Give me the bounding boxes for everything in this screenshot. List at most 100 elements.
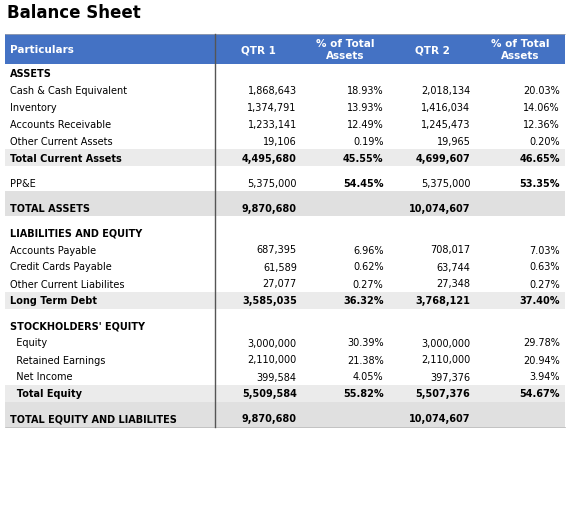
- Text: 12.49%: 12.49%: [347, 119, 384, 129]
- Bar: [5, 317, 565, 334]
- Text: 6.96%: 6.96%: [353, 245, 384, 255]
- Text: 10,074,607: 10,074,607: [409, 203, 470, 213]
- Text: 1,416,034: 1,416,034: [421, 103, 470, 112]
- Bar: [5, 241, 565, 259]
- Text: 3,585,035: 3,585,035: [242, 296, 297, 306]
- Text: Accounts Payable: Accounts Payable: [10, 245, 96, 255]
- Bar: [5, 410, 565, 427]
- Text: Inventory: Inventory: [10, 103, 56, 112]
- Text: 13.93%: 13.93%: [347, 103, 384, 112]
- Text: Total Equity: Total Equity: [10, 389, 82, 399]
- Text: Particulars: Particulars: [10, 45, 74, 55]
- Text: 9,870,680: 9,870,680: [242, 203, 297, 213]
- Bar: [5, 225, 565, 241]
- Bar: [5, 334, 565, 351]
- Text: 4,699,607: 4,699,607: [416, 153, 470, 163]
- Text: QTR 2: QTR 2: [414, 45, 449, 55]
- Text: ASSETS: ASSETS: [10, 68, 52, 78]
- Bar: [5, 217, 565, 225]
- Text: 4,495,680: 4,495,680: [242, 153, 297, 163]
- Text: 27,077: 27,077: [263, 279, 297, 289]
- Bar: [5, 99, 565, 116]
- Text: 397,376: 397,376: [430, 372, 470, 382]
- Text: Other Current Liabilites: Other Current Liabilites: [10, 279, 124, 289]
- Text: 1,245,473: 1,245,473: [421, 119, 470, 129]
- Text: Retained Earnings: Retained Earnings: [10, 355, 105, 365]
- Bar: [5, 35, 565, 65]
- Text: 3,000,000: 3,000,000: [248, 338, 297, 348]
- Text: 0.19%: 0.19%: [353, 136, 384, 146]
- Text: 399,584: 399,584: [257, 372, 297, 382]
- Text: TOTAL EQUITY AND LIABILITES: TOTAL EQUITY AND LIABILITES: [10, 414, 177, 424]
- Bar: [5, 149, 565, 167]
- Text: 708,017: 708,017: [430, 245, 470, 255]
- Text: QTR 1: QTR 1: [241, 45, 276, 55]
- Text: 54.45%: 54.45%: [343, 178, 384, 188]
- Text: 3,000,000: 3,000,000: [421, 338, 470, 348]
- Bar: [5, 385, 565, 402]
- Text: 14.06%: 14.06%: [523, 103, 560, 112]
- Bar: [5, 292, 565, 310]
- Text: 2,110,000: 2,110,000: [421, 355, 470, 365]
- Text: LIABILITIES AND EQUITY: LIABILITIES AND EQUITY: [10, 228, 142, 238]
- Text: 37.40%: 37.40%: [519, 296, 560, 306]
- Text: Accounts Receivable: Accounts Receivable: [10, 119, 111, 129]
- Text: 1,233,141: 1,233,141: [247, 119, 297, 129]
- Text: 19,106: 19,106: [263, 136, 297, 146]
- Bar: [5, 275, 565, 292]
- Text: 30.39%: 30.39%: [347, 338, 384, 348]
- Bar: [5, 175, 565, 191]
- Text: 45.55%: 45.55%: [343, 153, 384, 163]
- Text: 7.03%: 7.03%: [530, 245, 560, 255]
- Text: 5,375,000: 5,375,000: [247, 178, 297, 188]
- Text: 27,348: 27,348: [437, 279, 470, 289]
- Text: 5,375,000: 5,375,000: [421, 178, 470, 188]
- Bar: [5, 199, 565, 217]
- Text: TOTAL ASSETS: TOTAL ASSETS: [10, 203, 90, 213]
- Bar: [5, 82, 565, 99]
- Text: 46.65%: 46.65%: [519, 153, 560, 163]
- Text: PP&E: PP&E: [10, 178, 36, 188]
- Bar: [5, 191, 565, 199]
- Text: % of Total
Assets: % of Total Assets: [316, 39, 374, 61]
- Bar: [5, 167, 565, 175]
- Text: 2,110,000: 2,110,000: [247, 355, 297, 365]
- Text: Cash & Cash Equivalent: Cash & Cash Equivalent: [10, 85, 127, 95]
- Text: 20.94%: 20.94%: [523, 355, 560, 365]
- Bar: [5, 259, 565, 275]
- Text: Other Current Assets: Other Current Assets: [10, 136, 113, 146]
- Bar: [5, 402, 565, 410]
- Text: STOCKHOLDERS' EQUITY: STOCKHOLDERS' EQUITY: [10, 321, 145, 331]
- Text: 53.35%: 53.35%: [519, 178, 560, 188]
- Text: 1,374,791: 1,374,791: [247, 103, 297, 112]
- Text: Credit Cards Payable: Credit Cards Payable: [10, 262, 112, 272]
- Bar: [5, 65, 565, 82]
- Text: 5,509,584: 5,509,584: [242, 389, 297, 399]
- Text: 0.20%: 0.20%: [530, 136, 560, 146]
- Text: 20.03%: 20.03%: [523, 85, 560, 95]
- Text: Total Current Assets: Total Current Assets: [10, 153, 122, 163]
- Text: Equity: Equity: [10, 338, 47, 348]
- Text: 2,018,134: 2,018,134: [421, 85, 470, 95]
- Text: 36.32%: 36.32%: [343, 296, 384, 306]
- Text: 10,074,607: 10,074,607: [409, 414, 470, 424]
- Text: 1,868,643: 1,868,643: [248, 85, 297, 95]
- Bar: [5, 310, 565, 317]
- Text: 19,965: 19,965: [437, 136, 470, 146]
- Text: Net Income: Net Income: [10, 372, 72, 382]
- Text: 687,395: 687,395: [256, 245, 297, 255]
- Text: 18.93%: 18.93%: [347, 85, 384, 95]
- Text: 3,768,121: 3,768,121: [416, 296, 470, 306]
- Text: 0.63%: 0.63%: [530, 262, 560, 272]
- Text: 4.05%: 4.05%: [353, 372, 384, 382]
- Bar: [5, 368, 565, 385]
- Text: 61,589: 61,589: [263, 262, 297, 272]
- Text: 0.27%: 0.27%: [353, 279, 384, 289]
- Text: 21.38%: 21.38%: [347, 355, 384, 365]
- Bar: [5, 351, 565, 368]
- Bar: [5, 116, 565, 133]
- Text: 55.82%: 55.82%: [343, 389, 384, 399]
- Text: Long Term Debt: Long Term Debt: [10, 296, 97, 306]
- Text: 5,507,376: 5,507,376: [416, 389, 470, 399]
- Text: 63,744: 63,744: [437, 262, 470, 272]
